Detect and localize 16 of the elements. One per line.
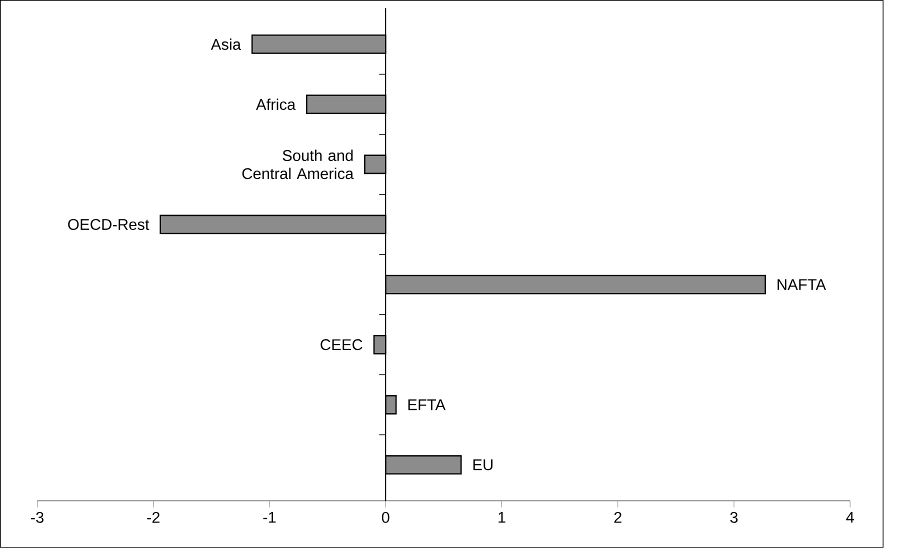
x-tick-label: 2 bbox=[614, 512, 622, 523]
y-tick-label: NAFTA bbox=[778, 279, 826, 290]
y-tick-label: CEEC bbox=[320, 339, 362, 350]
x-tick-label: -3 bbox=[31, 512, 44, 523]
x-tick-label: -2 bbox=[147, 512, 160, 523]
y-tick-label: EFTA bbox=[408, 400, 446, 410]
y-tick-label: EU bbox=[473, 460, 492, 470]
x-tick-label: 4 bbox=[846, 512, 854, 523]
y-tick-label: Asia bbox=[210, 38, 242, 50]
x-tick-label: 1 bbox=[498, 512, 506, 523]
x-tick-label: 0 bbox=[382, 512, 390, 523]
x-tick-label: -1 bbox=[263, 512, 276, 523]
y-tick-label: Africa bbox=[256, 98, 296, 110]
y-tick-label: OECD-Rest bbox=[68, 219, 150, 230]
y-tick-label: South and Central America bbox=[242, 150, 354, 180]
x-tick-label: 3 bbox=[730, 512, 738, 523]
